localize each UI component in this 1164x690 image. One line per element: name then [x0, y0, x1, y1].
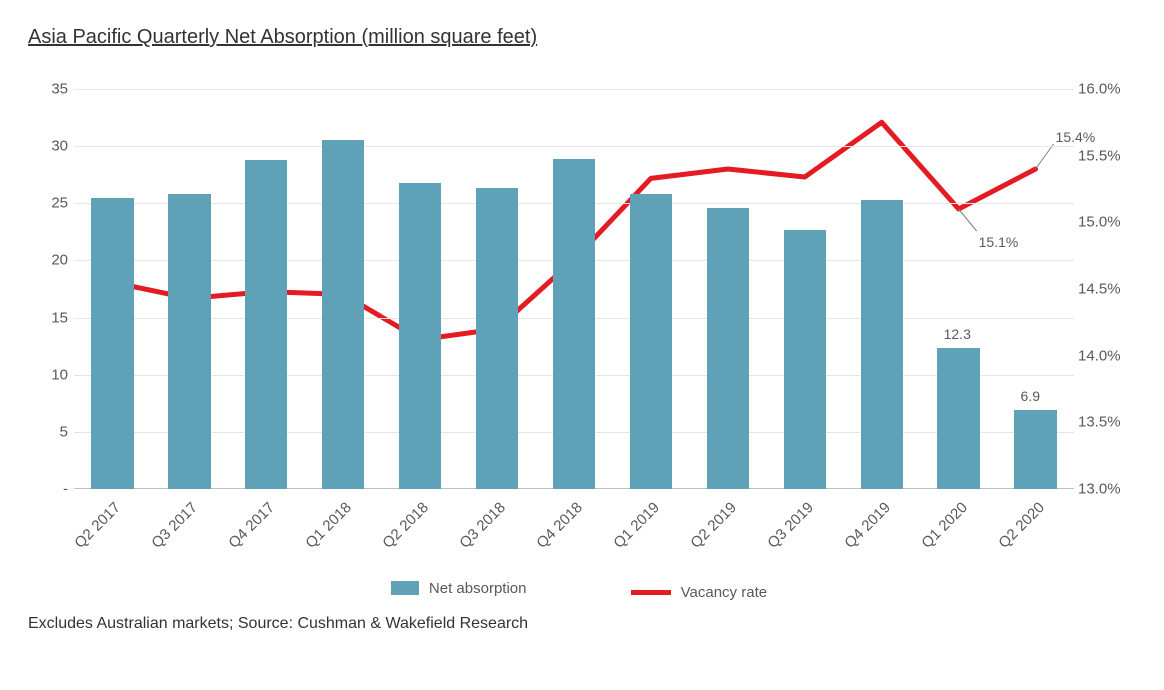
legend-swatch-line	[631, 590, 671, 595]
bar	[322, 140, 364, 489]
y-axis-right-label: 13.5%	[1078, 414, 1134, 431]
y-axis-left-label: 35	[24, 81, 68, 98]
bar	[630, 194, 672, 489]
footnote: Excludes Australian markets; Source: Cus…	[28, 615, 1140, 633]
x-axis-label: Q2 2017	[63, 499, 125, 561]
chart-area: Net absorption Vacancy rate - 5 10 15 20 25 30…	[24, 59, 1134, 609]
x-axis-label: Q4 2019	[832, 499, 894, 561]
bar-value-label: 6.9	[1021, 388, 1040, 404]
bar	[245, 160, 287, 489]
y-axis-left-label: 20	[24, 252, 68, 269]
plot-area	[74, 89, 1074, 489]
y-axis-left-label: 15	[24, 309, 68, 326]
bar	[91, 198, 133, 489]
x-axis-label: Q2 2019	[678, 499, 740, 561]
y-axis-right-label: 15.0%	[1078, 214, 1134, 231]
y-axis-right-label: 16.0%	[1078, 81, 1134, 98]
bar	[399, 183, 441, 489]
x-axis-label: Q3 2019	[755, 499, 817, 561]
x-axis-label: Q1 2019	[601, 499, 663, 561]
bar	[1014, 410, 1056, 489]
legend-swatch-bar	[391, 581, 419, 595]
bar	[168, 194, 210, 489]
bar	[476, 188, 518, 489]
chart-title: Asia Pacific Quarterly Net Absorption (m…	[28, 26, 1140, 49]
x-axis-label: Q2 2020	[986, 499, 1048, 561]
legend-item-bar: Net absorption	[391, 580, 527, 597]
bar	[784, 230, 826, 489]
bar	[707, 208, 749, 489]
bar-value-label: 12.3	[944, 326, 971, 342]
x-axis-label: Q4 2017	[217, 499, 279, 561]
x-axis-label: Q2 2018	[371, 499, 433, 561]
bar	[937, 348, 979, 489]
legend-label-bar: Net absorption	[429, 580, 527, 597]
x-axis-label: Q1 2018	[294, 499, 356, 561]
y-axis-left-label: 5	[24, 423, 68, 440]
y-axis-left-label: 30	[24, 138, 68, 155]
y-axis-left-label: 10	[24, 366, 68, 383]
x-axis-label: Q4 2018	[525, 499, 587, 561]
bar	[861, 200, 903, 489]
y-axis-right-label: 14.0%	[1078, 347, 1134, 364]
y-axis-left-label: 25	[24, 195, 68, 212]
y-axis-right-label: 15.5%	[1078, 147, 1134, 164]
y-axis-right-label: 13.0%	[1078, 481, 1134, 498]
x-axis-label: Q3 2018	[448, 499, 510, 561]
line-value-label: 15.4%	[1056, 129, 1096, 145]
x-axis-label: Q3 2017	[140, 499, 202, 561]
legend: Net absorption Vacancy rate	[24, 580, 1134, 602]
line-value-label: 15.1%	[979, 234, 1019, 250]
y-axis-right-label: 14.5%	[1078, 281, 1134, 298]
x-axis-label: Q1 2020	[909, 499, 971, 561]
legend-item-line: Vacancy rate	[631, 584, 767, 601]
y-axis-left-label: -	[24, 481, 68, 498]
legend-label-line: Vacancy rate	[681, 584, 767, 601]
chart-container: Asia Pacific Quarterly Net Absorption (m…	[0, 0, 1164, 690]
bar	[553, 159, 595, 489]
